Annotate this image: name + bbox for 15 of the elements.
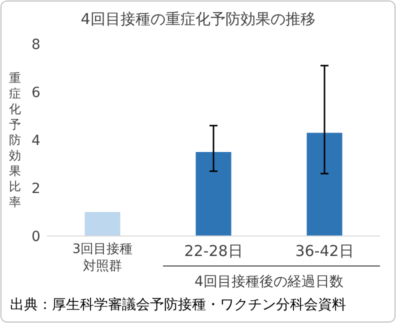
source-note: 出典：厚生科学審議会予防接種・ワクチン分科会資料 xyxy=(10,297,346,313)
chart-title: 4回目接種の重症化予防効果の推移 xyxy=(80,10,316,28)
bar xyxy=(196,152,232,236)
y-tick-label: 4 xyxy=(32,133,41,149)
x-tick-label: 36-42日 xyxy=(295,242,354,260)
y-tick-label: 0 xyxy=(32,229,40,245)
x-axis-title: 4回目接種後の経過日数 xyxy=(194,274,344,290)
bar xyxy=(84,212,120,236)
y-tick-label: 2 xyxy=(32,181,40,197)
y-tick-label: 6 xyxy=(32,85,41,101)
text: 重症化予防効果比率 xyxy=(9,71,21,209)
bar xyxy=(306,132,342,236)
x-tick-label: 22-28日 xyxy=(184,242,243,260)
y-tick-label: 8 xyxy=(32,37,40,53)
x-tick-label: 3回目接種対照群 xyxy=(72,242,133,274)
